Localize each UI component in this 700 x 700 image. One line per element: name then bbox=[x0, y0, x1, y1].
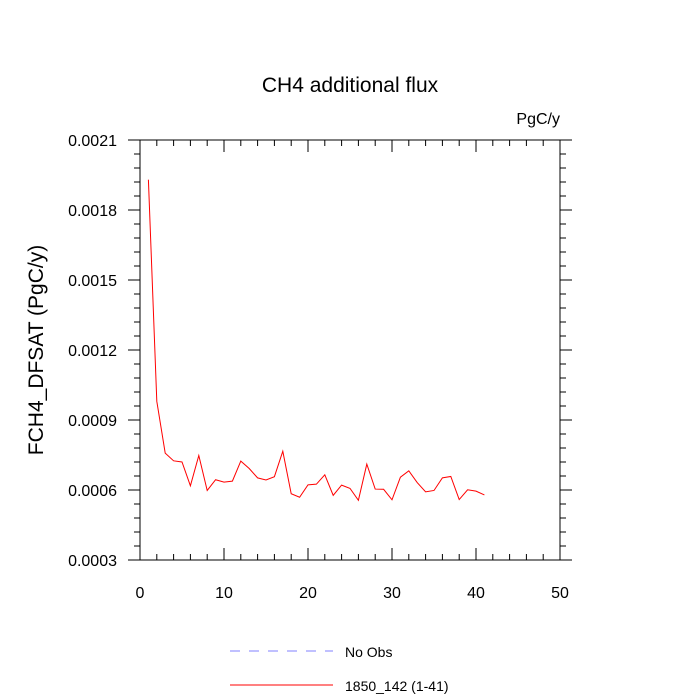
units-label: PgC/y bbox=[516, 111, 560, 128]
plot-frame bbox=[139, 139, 561, 561]
x-tick-label: 20 bbox=[299, 585, 317, 602]
x-tick-label: 10 bbox=[215, 585, 233, 602]
y-tick-label: 0.0012 bbox=[68, 343, 117, 360]
y-tick-label: 0.0021 bbox=[68, 133, 117, 150]
legend-label: 1850_142 (1-41) bbox=[345, 678, 449, 694]
plot-area: 0 10 20 30 40 50 0.0003 0.0006 0.0009 0.0012 0.001… bbox=[68, 133, 572, 602]
x-tick-label: 50 bbox=[551, 585, 569, 602]
y-tick-label: 0.0006 bbox=[68, 483, 117, 500]
chart-title: CH4 additional flux bbox=[262, 74, 439, 97]
legend-label: No Obs bbox=[345, 644, 392, 660]
legend: No Obs 1850_142 (1-41) bbox=[230, 644, 449, 694]
x-tick-label: 0 bbox=[136, 585, 145, 602]
x-tick-label: 30 bbox=[383, 585, 401, 602]
series-line bbox=[147, 179, 485, 502]
y-tick-label: 0.0009 bbox=[68, 413, 117, 430]
y-axis-label: FCH4_DFSAT (PgC/y) bbox=[25, 245, 48, 455]
y-tick-label: 0.0015 bbox=[68, 273, 117, 290]
y-tick-label: 0.0018 bbox=[68, 203, 117, 220]
x-tick-label: 40 bbox=[467, 585, 485, 602]
y-tick-label: 0.0003 bbox=[68, 553, 117, 570]
